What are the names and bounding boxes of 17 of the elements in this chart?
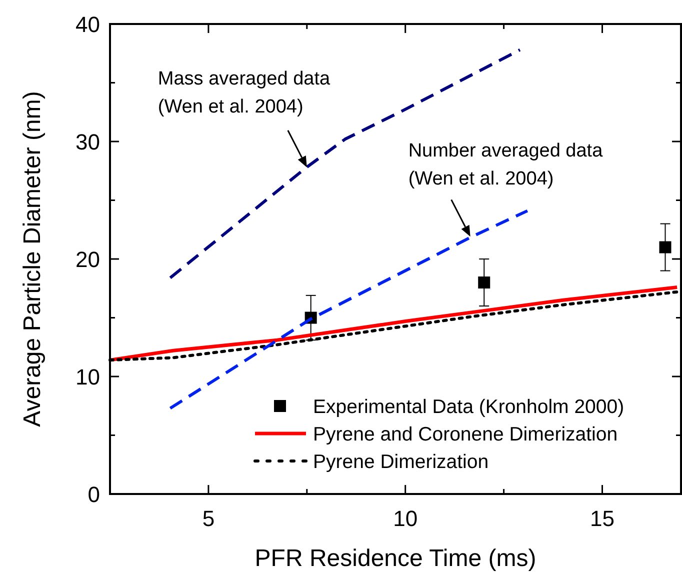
y-tick-label: 0	[88, 482, 100, 507]
x-tick-label: 10	[393, 506, 418, 531]
legend-label: Experimental Data (Kronholm 2000)	[313, 396, 624, 418]
legend-label: Pyrene Dimerization	[313, 451, 489, 474]
legend-label: Pyrene and Coronene Dimerization	[313, 424, 618, 446]
annotation: Mass averaged data (Wen et al. 2004)	[158, 68, 330, 118]
y-tick-label: 30	[76, 129, 100, 154]
x-tick-label: 5	[202, 506, 215, 531]
x-tick-label: 15	[590, 506, 614, 531]
y-tick-label: 10	[76, 364, 100, 390]
y-axis-title: Average Particle Diameter (nm)	[19, 91, 46, 427]
point	[478, 276, 490, 288]
point	[659, 241, 672, 254]
y-tick-label: 20	[76, 246, 100, 272]
annotation: Number averaged data (Wen et al. 2004)	[408, 140, 604, 190]
x-axis-title: PFR Residence Time (ms)	[254, 545, 536, 572]
y-tick-label: 40	[76, 12, 100, 37]
